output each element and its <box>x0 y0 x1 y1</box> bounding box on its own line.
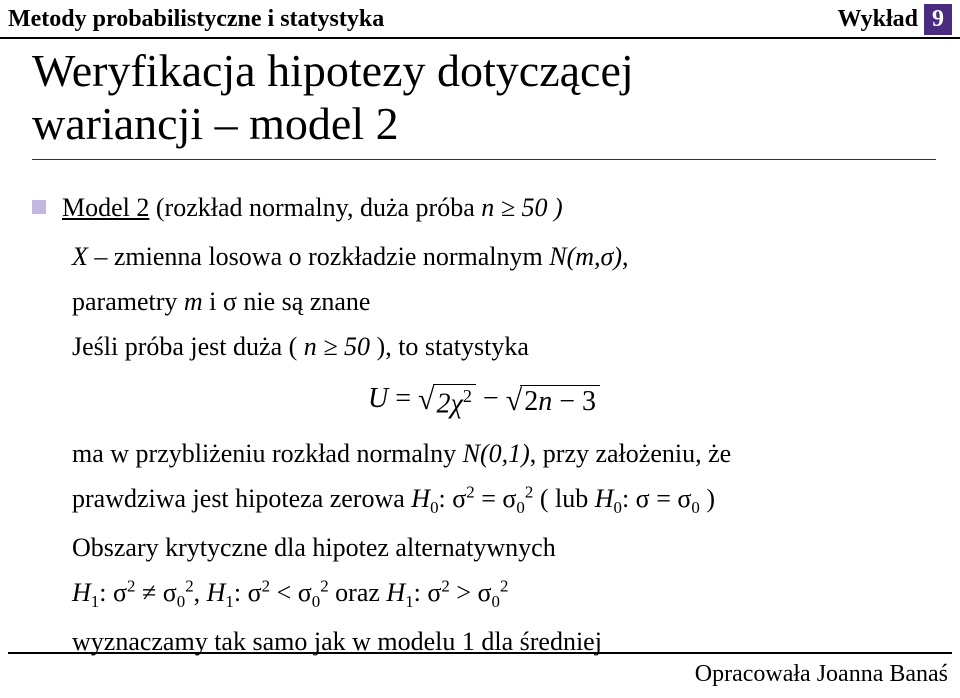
line-regions: Obszary krytyczne dla hipotez alternatyw… <box>72 530 936 565</box>
title-rule <box>32 159 936 160</box>
line-approx: ma w przybliżeniu rozkład normalny N(0,1… <box>72 436 936 471</box>
if-post: ), to statystyka <box>370 332 529 361</box>
H1a-ne: ≠ σ <box>135 578 176 607</box>
H1b-sup: 2 <box>262 576 270 595</box>
H0a-eq: = σ <box>475 484 517 513</box>
line-true-hyp: prawdziwa jest hipoteza zerowa H0: σ2 = … <box>72 481 936 520</box>
content: Model 2 (rozkład normalny, duża próba n … <box>32 190 936 659</box>
H1c-sub2: 0 <box>492 592 500 611</box>
H1a-rest: : σ <box>99 578 127 607</box>
formula-U-sym: U <box>368 383 388 414</box>
oraz: oraz <box>329 578 387 607</box>
bullet-text: Model 2 (rozkład normalny, duża próba n … <box>62 190 936 225</box>
H1a-sup2: 2 <box>185 576 193 595</box>
H0b-sub: 0 <box>614 498 622 517</box>
params-mid: i σ nie są znane <box>203 287 371 316</box>
H1b-sub2: 0 <box>312 592 320 611</box>
H1a-sub: 1 <box>91 592 99 611</box>
H1c-sub: 1 <box>405 592 413 611</box>
H1c-sup2: 2 <box>500 576 508 595</box>
H1c-rest: : σ <box>414 578 442 607</box>
model2-math: n ≥ 50 ) <box>481 193 562 222</box>
if-pre: Jeśli próba jest duża ( <box>72 332 304 361</box>
title-line-2: wariancji – model 2 <box>32 98 399 149</box>
regions-text: Obszary krytyczne dla hipotez alternatyw… <box>72 533 556 562</box>
if-cond: n ≥ 50 <box>304 332 370 361</box>
H0b-sub2: 0 <box>691 498 699 517</box>
footer-rule <box>8 652 952 654</box>
lecture-label: Wykład <box>838 6 918 33</box>
rad2-b: n <box>538 386 552 417</box>
line-H1: H1: σ2 ≠ σ02, H1: σ2 < σ02 oraz H1: σ2 >… <box>72 575 936 614</box>
H0b-rest: : σ = σ <box>622 484 691 513</box>
formula-minus: − <box>476 383 506 414</box>
line-params: parametry m i σ nie są znane <box>72 284 936 319</box>
H1c: H <box>386 578 405 607</box>
slide-title: Weryfikacja hipotezy dotyczącej wariancj… <box>32 45 936 151</box>
comma: , <box>194 578 207 607</box>
approx-dist: N(0,1) <box>463 439 530 468</box>
params-pre: parametry <box>72 287 184 316</box>
approx-1: ma w przybliżeniu rozkład normalny <box>72 439 463 468</box>
H1b-rest: : σ <box>234 578 262 607</box>
params-m: m <box>184 287 203 316</box>
H1b-lt: < σ <box>270 578 312 607</box>
formula-U: U = √2χ2 − √2n − 3 <box>32 380 936 418</box>
var-X: X <box>72 242 88 271</box>
lecture-label-group: Wykład 9 <box>838 4 952 35</box>
paren: ( lub <box>533 484 594 513</box>
H0b: H <box>595 484 614 513</box>
true-pre: prawdziwa jest hipoteza zerowa <box>72 484 411 513</box>
model2-rest: (rozkład normalny, duża próba <box>149 193 481 222</box>
sqrt-1: √2χ2 <box>418 384 476 418</box>
bullet-square-icon <box>32 200 46 214</box>
x-tail: , <box>622 242 629 271</box>
x-dist: N(m,σ) <box>549 242 622 271</box>
bullet-model2: Model 2 (rozkład normalny, duża próba n … <box>32 190 936 225</box>
H1c-gt: > σ <box>450 578 492 607</box>
formula-eq: = <box>388 383 418 414</box>
footer-author: Opracowała Joanna Banaś <box>695 661 948 688</box>
H1b-sub: 1 <box>225 592 233 611</box>
slide-body: Weryfikacja hipotezy dotyczącej wariancj… <box>0 39 960 659</box>
approx-2: , przy założeniu, że <box>530 439 731 468</box>
sqrt-2: √2n − 3 <box>506 385 600 416</box>
rad1-sup: 2 <box>463 386 472 406</box>
H0a-rest: : σ <box>439 484 467 513</box>
H1b-sup2: 2 <box>320 576 328 595</box>
x-rest: – zmienna losowa o rozkładzie normalnym <box>88 242 549 271</box>
rad1-body: 2χ <box>437 388 463 419</box>
rad2-a: 2 <box>524 386 538 417</box>
slide-header: Metody probabilistyczne i statystyka Wyk… <box>0 0 960 39</box>
H1b: H <box>207 578 226 607</box>
H0a-sup: 2 <box>466 482 474 501</box>
title-line-1: Weryfikacja hipotezy dotyczącej <box>32 45 634 96</box>
course-title: Metody probabilistyczne i statystyka <box>8 6 384 33</box>
model2-underline: Model 2 <box>62 193 149 222</box>
H1a-sub2: 0 <box>177 592 185 611</box>
H0a-sub2: 0 <box>516 498 524 517</box>
close: ) <box>700 484 715 513</box>
H0a-sub: 0 <box>430 498 438 517</box>
H0a: H <box>411 484 430 513</box>
rad2-c: − 3 <box>552 386 596 417</box>
page-number: 9 <box>924 4 952 35</box>
H1a: H <box>72 578 91 607</box>
line-if: Jeśli próba jest duża ( n ≥ 50 ), to sta… <box>72 329 936 364</box>
line-x-def: X – zmienna losowa o rozkładzie normalny… <box>72 239 936 274</box>
H1c-sup: 2 <box>441 576 449 595</box>
